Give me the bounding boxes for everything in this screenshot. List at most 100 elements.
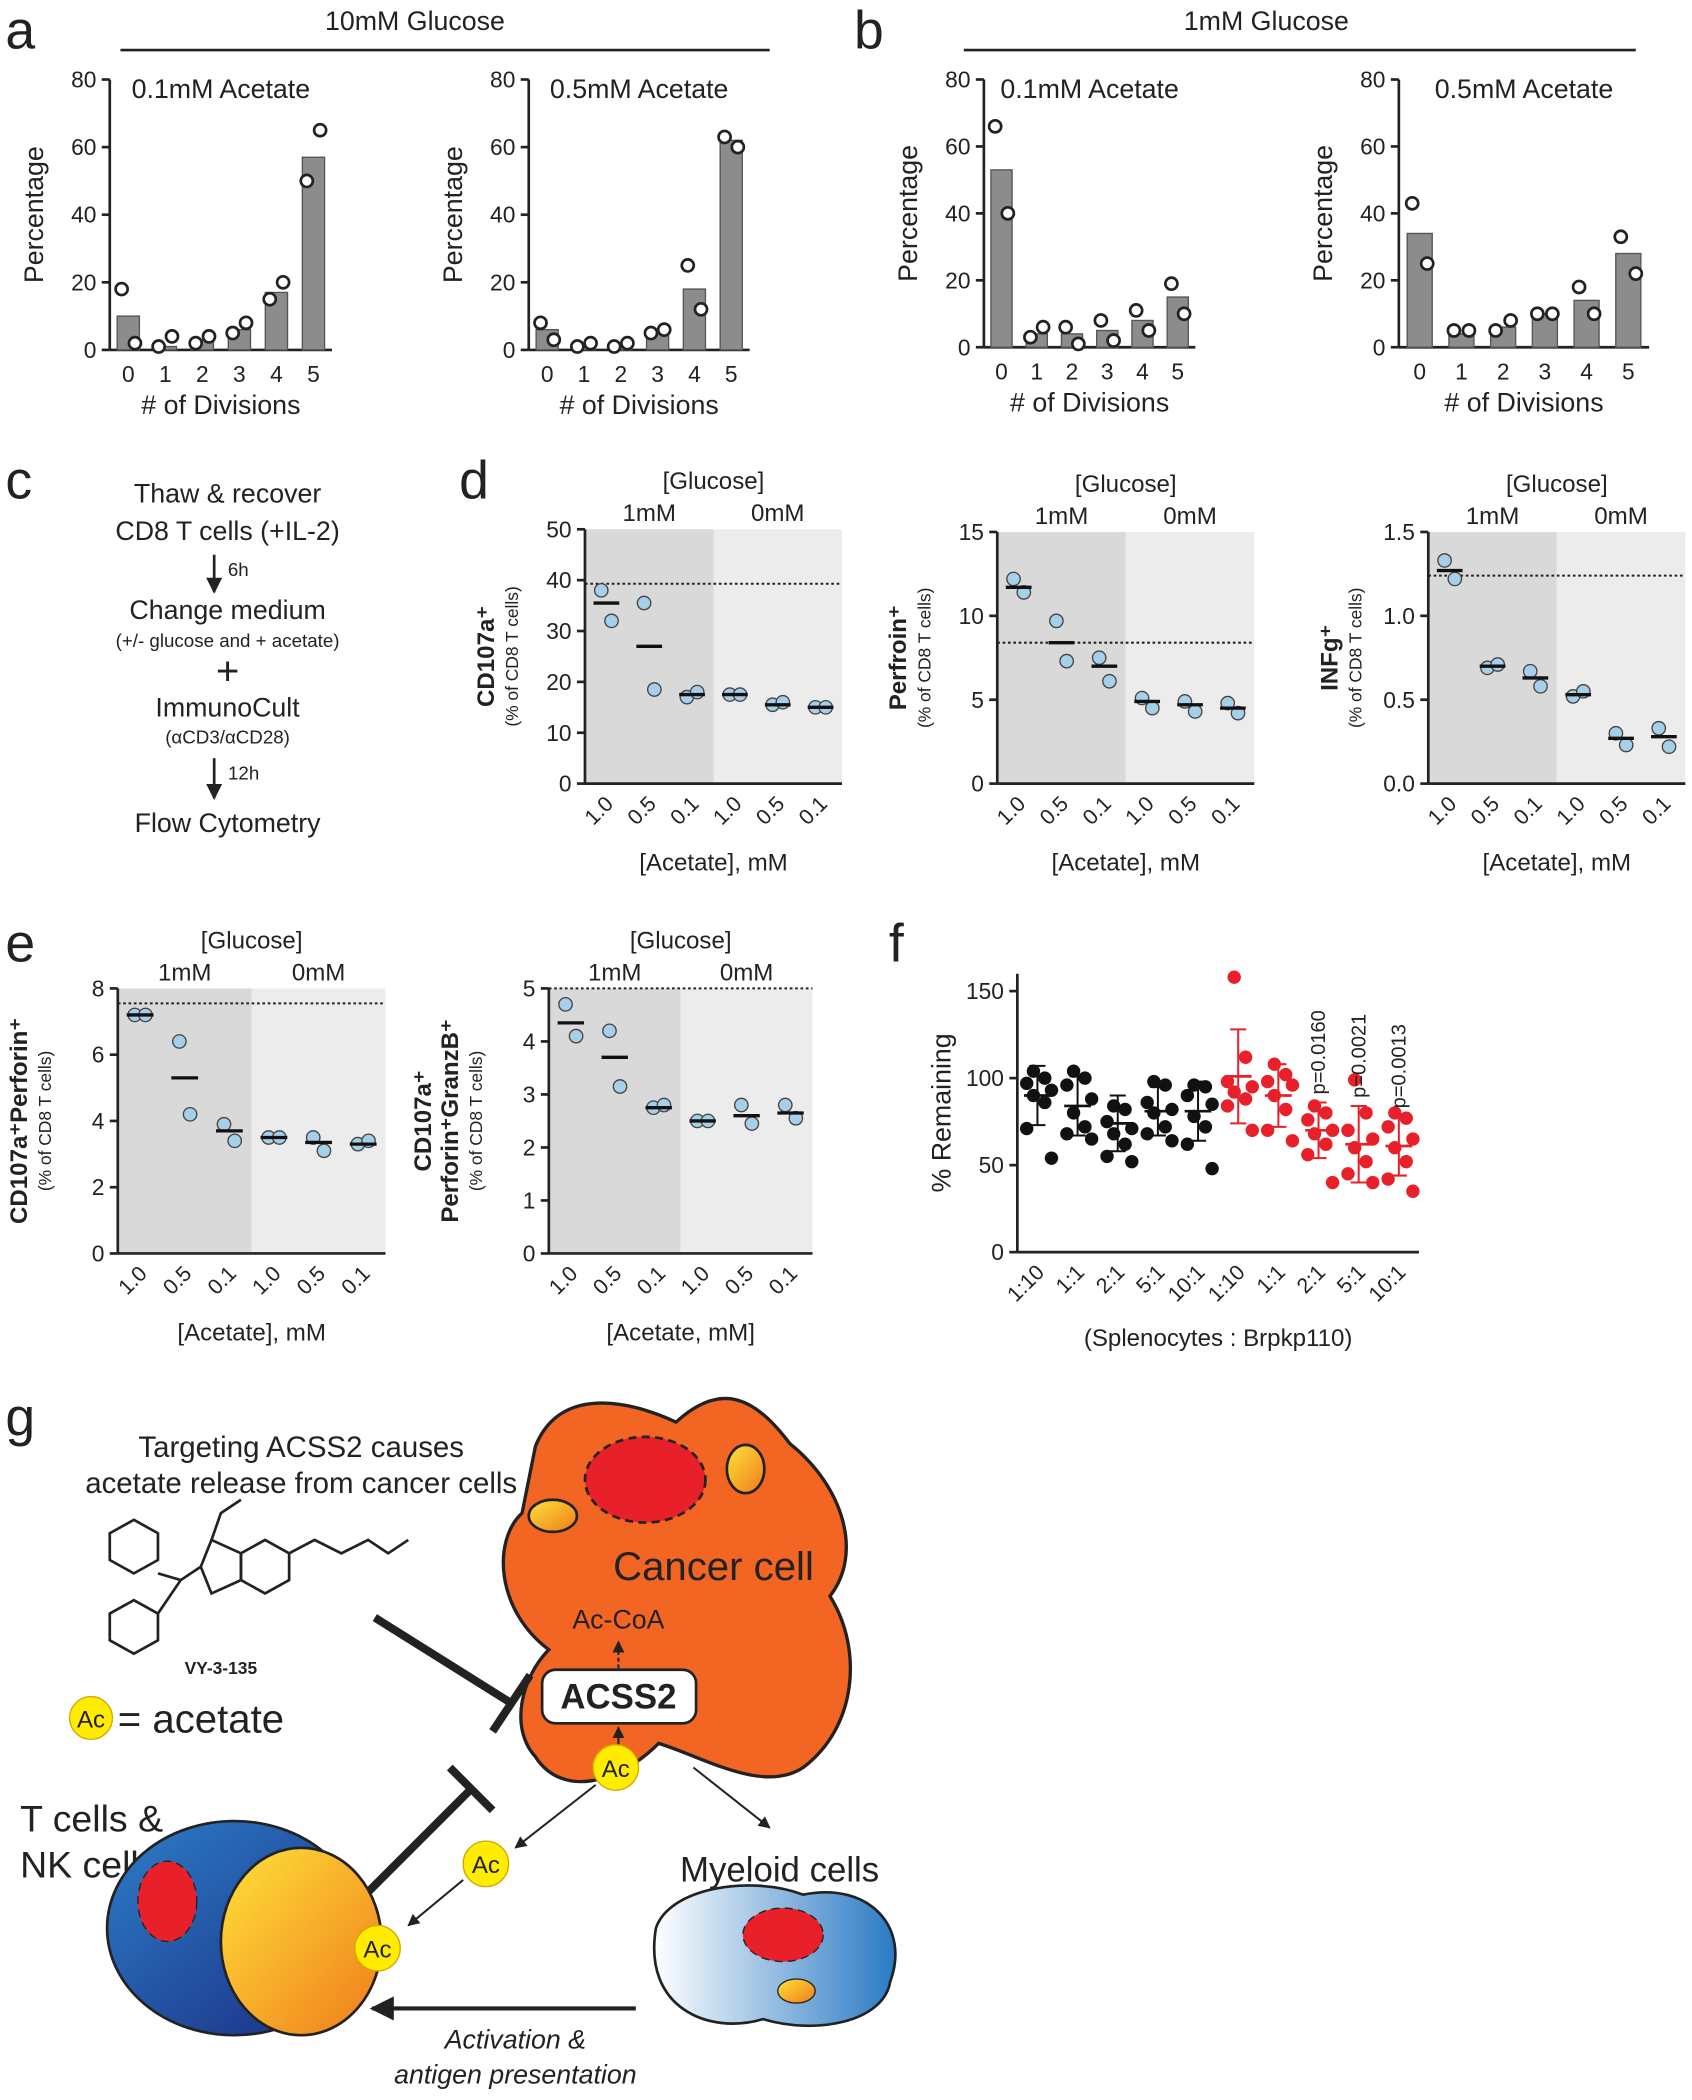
x-tick-label: 1.0 — [708, 792, 746, 830]
x-tick-label: 2:1 — [1292, 1260, 1330, 1298]
y-axis-sublabel: (% of CD8 T cells) — [914, 588, 934, 728]
replicate-point — [1366, 1175, 1380, 1190]
panel-label: g — [5, 1389, 35, 1448]
y-tick-label: 80 — [1360, 67, 1385, 93]
x-tick-label: 2 — [614, 361, 627, 387]
group-label: 0mM — [751, 500, 805, 527]
chart-title: 0.1mM Acetate — [1000, 74, 1179, 104]
replicate-point — [1366, 1132, 1380, 1146]
x-tick-label: 1 — [159, 361, 172, 387]
y-axis-label: Perforin⁺GranzB⁺ — [437, 1019, 464, 1222]
replicate-point — [1165, 1134, 1179, 1148]
activation-label: Activation & — [443, 2025, 586, 2055]
y-tick-label: 80 — [490, 67, 515, 93]
x-tick-label: 1.0 — [114, 1261, 152, 1299]
replicate-point — [1106, 333, 1121, 348]
replicate-point — [1049, 613, 1064, 629]
replicate-point — [1118, 1137, 1132, 1151]
step: Change medium — [129, 595, 325, 625]
replicate-point — [1023, 329, 1038, 345]
replicate-point — [1187, 704, 1203, 719]
replicate-point — [1301, 1147, 1315, 1162]
step: Thaw & recover — [134, 479, 322, 509]
replicate-point — [1091, 650, 1107, 666]
group-label: 1mM — [1466, 503, 1520, 530]
replicate-point — [1325, 1175, 1340, 1190]
replicate-point — [1078, 1120, 1092, 1134]
x-tick-label: 10:1 — [1364, 1260, 1410, 1306]
replicate-point — [730, 139, 746, 155]
replicate-point — [583, 335, 598, 351]
x-tick-label: 5:1 — [1131, 1260, 1169, 1298]
x-axis-label: # of Divisions — [560, 390, 719, 420]
x-tick-label: 0.1 — [764, 1261, 802, 1299]
replicate-point — [1144, 700, 1160, 716]
replicate-point — [602, 1023, 617, 1039]
ac-label: Ac — [602, 1756, 630, 1783]
replicate-point — [1118, 1102, 1132, 1117]
replicate-point — [1220, 1099, 1235, 1113]
enzyme: ACSS2 — [560, 1678, 676, 1717]
replicate-point — [1359, 1106, 1373, 1120]
arrow — [692, 1766, 771, 1829]
replicate-point — [569, 339, 585, 354]
diagram: Targeting ACSS2 causes acetate release f… — [20, 1396, 897, 2089]
x-tick-label: 0 — [541, 361, 554, 387]
y-tick-label: 20 — [546, 669, 571, 695]
x-tick-label: 0.1 — [666, 792, 704, 830]
replicate-point — [1628, 266, 1644, 281]
y-axis-sublabel: (% of CD8 T cells) — [35, 1051, 55, 1191]
replicate-point — [693, 301, 709, 317]
replicate-point — [733, 1097, 749, 1113]
replicate-point — [1066, 1064, 1081, 1078]
y-tick-label: 2 — [523, 1134, 536, 1160]
replicate-point — [188, 335, 204, 351]
cell-label: T cells & — [20, 1798, 163, 1840]
y-axis-label: CD107a⁺ — [473, 606, 500, 707]
compound-structure — [108, 1498, 410, 1656]
group-label: 0mM — [292, 959, 346, 986]
x-tick-label: 1:1 — [1252, 1260, 1290, 1298]
group-shade — [713, 529, 842, 784]
replicate-point — [1102, 673, 1117, 689]
group-label: 0mM — [1163, 503, 1217, 530]
x-tick-label: 4 — [1580, 358, 1593, 384]
replicate-point — [1198, 1120, 1213, 1134]
group-header: [Glucose] — [630, 927, 732, 954]
replicate-point — [1100, 1114, 1114, 1129]
x-axis-label: # of Divisions — [141, 390, 300, 420]
y-tick-label: 0.0 — [1383, 771, 1415, 797]
x-tick-label: 0.1 — [794, 792, 832, 830]
group-shade — [251, 988, 386, 1254]
chart-title: 0.1mM Acetate — [132, 74, 311, 104]
replicate-point — [1158, 1078, 1172, 1092]
ac-mark — [592, 1744, 640, 1791]
replicate-point — [593, 582, 609, 598]
replicate-point — [1238, 1092, 1253, 1106]
y-tick-label: 80 — [945, 67, 970, 93]
y-tick-label: 0 — [523, 1241, 536, 1267]
y-axis-label: INFg⁺ — [1316, 625, 1343, 691]
x-axis-label: [Acetate, mM] — [606, 1319, 755, 1346]
replicate-point — [1341, 1167, 1355, 1181]
replicate-point — [1084, 1132, 1099, 1146]
replicate-point — [1618, 737, 1634, 753]
replicate-point — [656, 322, 672, 337]
bar — [682, 288, 707, 351]
replicate-point — [1285, 1078, 1300, 1092]
nucleus — [583, 1435, 707, 1524]
x-tick-label: 2 — [1066, 358, 1079, 384]
replicate-point — [1381, 1172, 1395, 1186]
bar — [1166, 296, 1189, 348]
x-tick-label: 0.5 — [1164, 792, 1202, 830]
bar — [719, 139, 743, 351]
y-axis-label: Perfroin⁺ — [885, 605, 912, 710]
replicate-point — [1404, 195, 1420, 211]
mitochondrion — [527, 1498, 579, 1534]
replicate-point — [1406, 1184, 1420, 1198]
x-tick-label: 1.0 — [248, 1261, 286, 1299]
x-tick-label: 0.1 — [203, 1261, 241, 1299]
x-tick-label: 2 — [196, 361, 209, 387]
y-tick-label: 40 — [71, 202, 96, 228]
